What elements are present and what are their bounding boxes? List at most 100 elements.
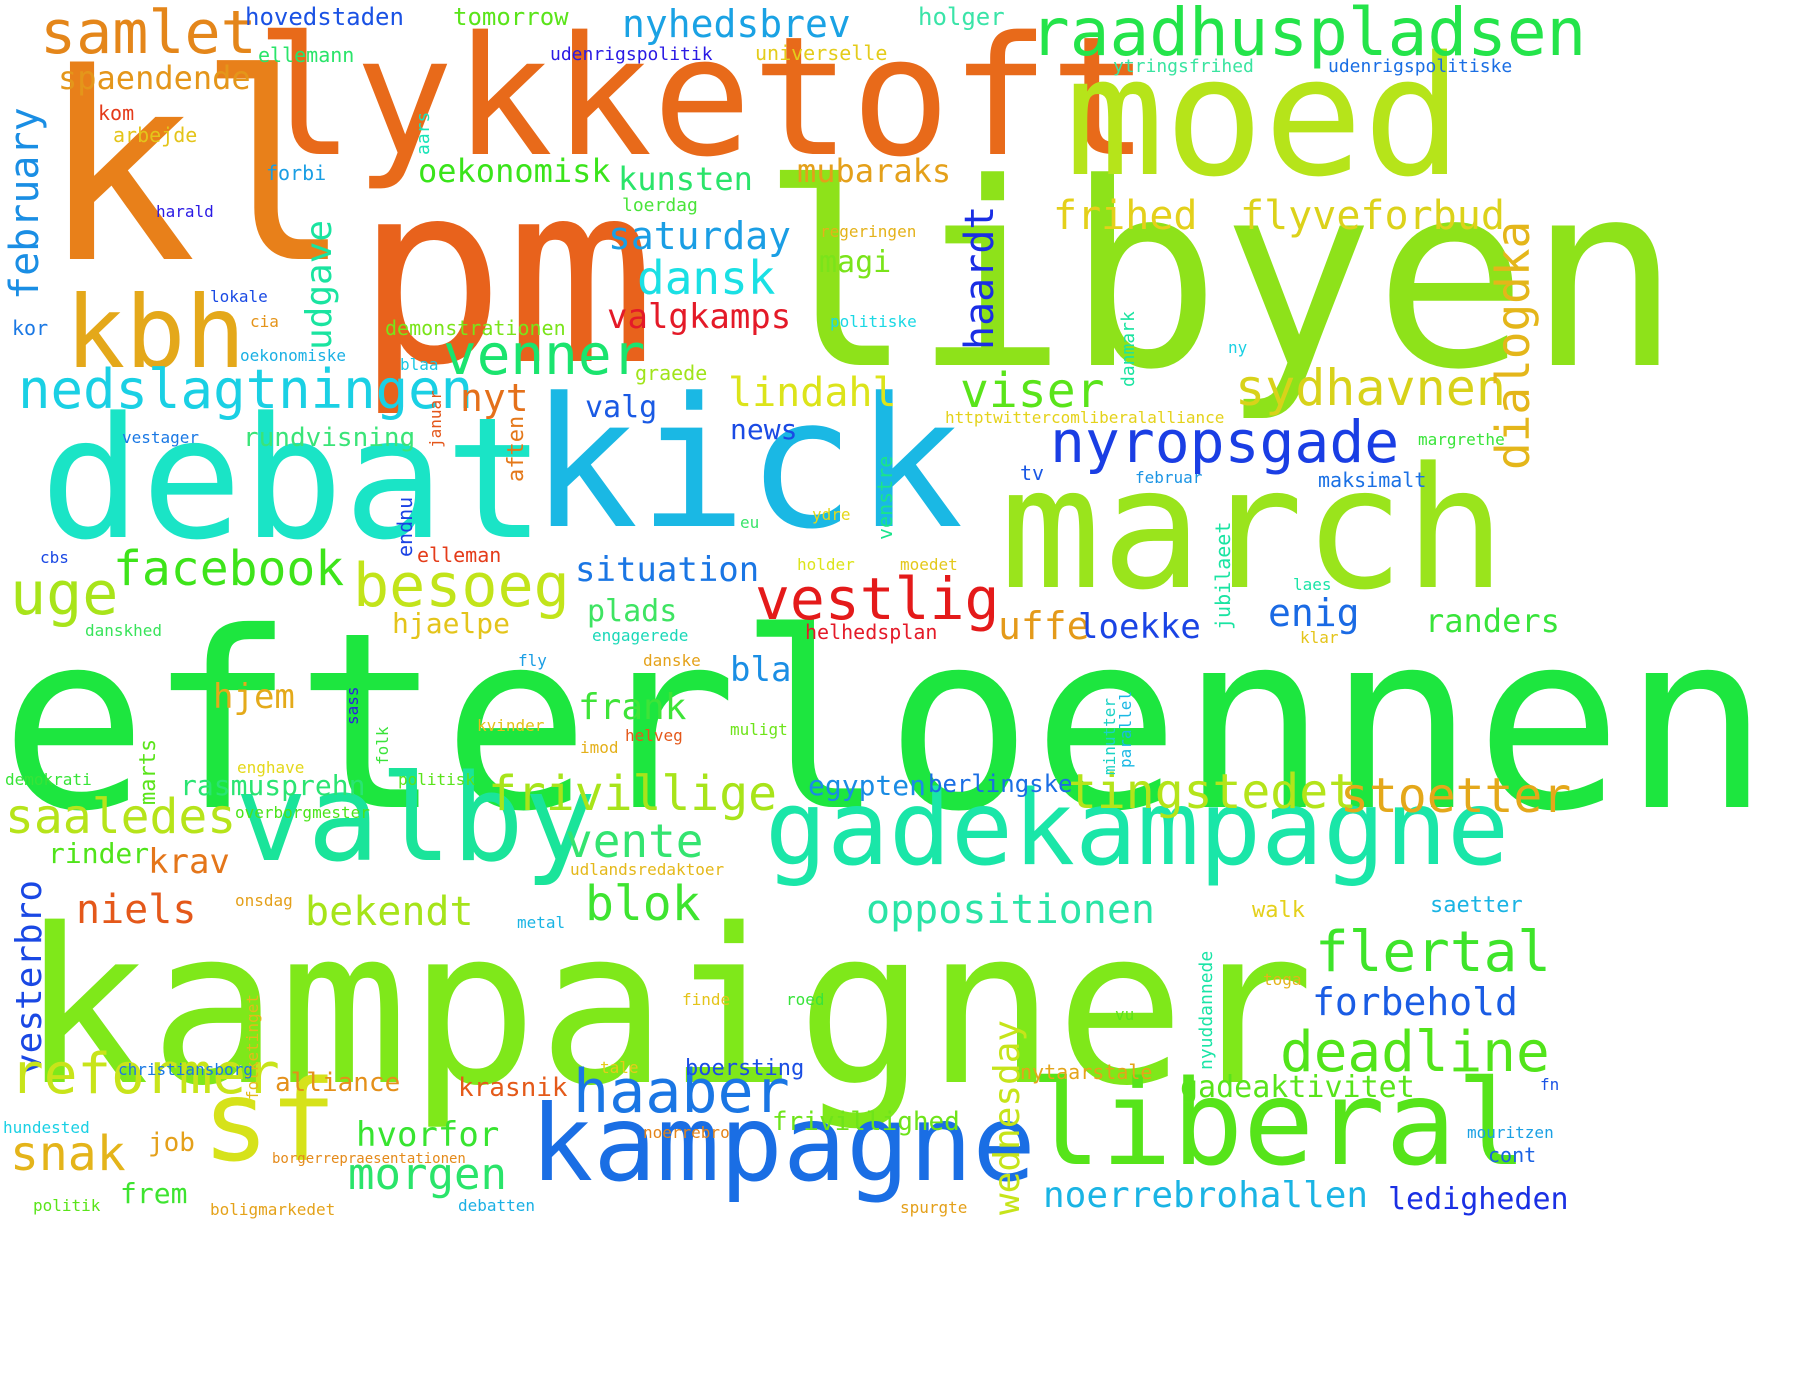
word: nytaarstale [1020,1060,1153,1084]
word: enig [1268,591,1360,635]
word: frihed [1053,193,1198,239]
word: holder [797,555,855,574]
word: boligmarkedet [210,1200,336,1219]
word: parallel [1116,690,1135,768]
word: fly [518,651,547,670]
word: tingstedet [1068,764,1357,820]
word: lykketoft [255,1,1150,193]
word: loekke [1078,607,1201,647]
word: hovedstaden [245,3,404,31]
word: nyhedsbrev [622,2,851,46]
word: nyt [460,376,529,420]
word: valgkamps [607,297,792,337]
word: krasnik [458,1073,568,1103]
word: hjaelpe [392,607,511,640]
word: cont [1488,1143,1537,1167]
word: bekendt [305,889,474,935]
word: boersting [685,1056,805,1081]
word: udlandsredaktoer [570,860,725,879]
word: muligt [730,720,788,739]
word: flyveforbud [1240,193,1505,239]
word: oekonomisk [418,152,611,190]
word: finde [682,990,731,1009]
word: stoetter [1340,768,1572,824]
word: demokrati [5,770,92,789]
word: debat [40,381,546,577]
word: udenrigspolitik [550,44,713,65]
word: wednesday [987,1019,1028,1215]
word: march [1000,431,1506,627]
word: tale [600,1058,639,1077]
word: vu [1115,1005,1135,1024]
word: krav [148,842,230,882]
word: job [148,1128,195,1158]
word: aars [413,111,434,155]
word: jubilaeet [1211,521,1235,630]
word: kampaigner [20,882,1315,1133]
word: politik [33,1196,101,1215]
word: loerdag [622,195,698,216]
word: aften [504,415,529,482]
word: maksimalt [1318,468,1427,492]
word: danmark [1118,311,1139,387]
word: venstre [873,455,897,540]
word: berlingske [928,770,1073,798]
word: saetter [1430,893,1523,918]
word: ellemann [258,43,355,67]
word: valby [235,750,597,889]
word: klar [1300,628,1339,647]
word: blaa [400,355,439,374]
word: ny [1228,338,1248,357]
word: kor [12,316,49,340]
word: morgen [348,1149,507,1200]
word: vestager [122,428,200,447]
word: oekonomiske [240,346,346,365]
word: rundvisning [243,423,416,453]
word: graede [635,361,708,385]
word: spaendende [58,59,251,97]
word: frivillighed [772,1107,960,1137]
word: noerrebrohallen [1043,1175,1369,1216]
word: helhedsplan [805,620,938,644]
word: sydhavnen [1235,359,1506,417]
word: walk [1252,898,1305,923]
word: haardt [957,205,1003,351]
word: forbi [266,161,327,185]
word: kvinder [477,716,545,735]
word: danske [643,651,701,670]
word: ledigheden [1388,1182,1569,1217]
word: vestlig [755,565,1000,633]
word: udenrigspolitiske [1328,56,1513,77]
word: hundested [3,1118,90,1137]
word: february [2,107,48,300]
word: besoeg [353,551,570,621]
word: valg [585,390,658,425]
word: uge [10,559,119,629]
word: moed [1065,21,1463,213]
word: situation [575,550,760,590]
word: laes [1293,575,1332,594]
word: kick [530,360,964,569]
word: flertal [1315,920,1552,985]
word: saaledes [5,789,237,845]
word: fn [1540,1075,1560,1094]
word: christiansborg [118,1060,253,1079]
word: haaber [573,1057,790,1127]
word: marts [136,738,161,805]
word: ytringsfrihed [1113,56,1254,77]
word: nedslagtningen [18,358,474,421]
word: politisk [398,770,476,789]
word: facebook [113,541,345,597]
word: januar [426,390,445,448]
word: ydre [812,505,851,524]
word: httptwittercomliberalalliance [945,408,1225,427]
word: viser [960,363,1105,419]
word: efterloennen [0,580,1771,865]
word: kunsten [618,160,753,198]
word: moedet [900,555,958,574]
word: sf [202,1057,337,1187]
word: overborgmester [235,803,370,822]
word: danskhed [85,621,163,640]
word: gadeaktivitet [1180,1070,1415,1105]
word: frem [120,1177,188,1210]
